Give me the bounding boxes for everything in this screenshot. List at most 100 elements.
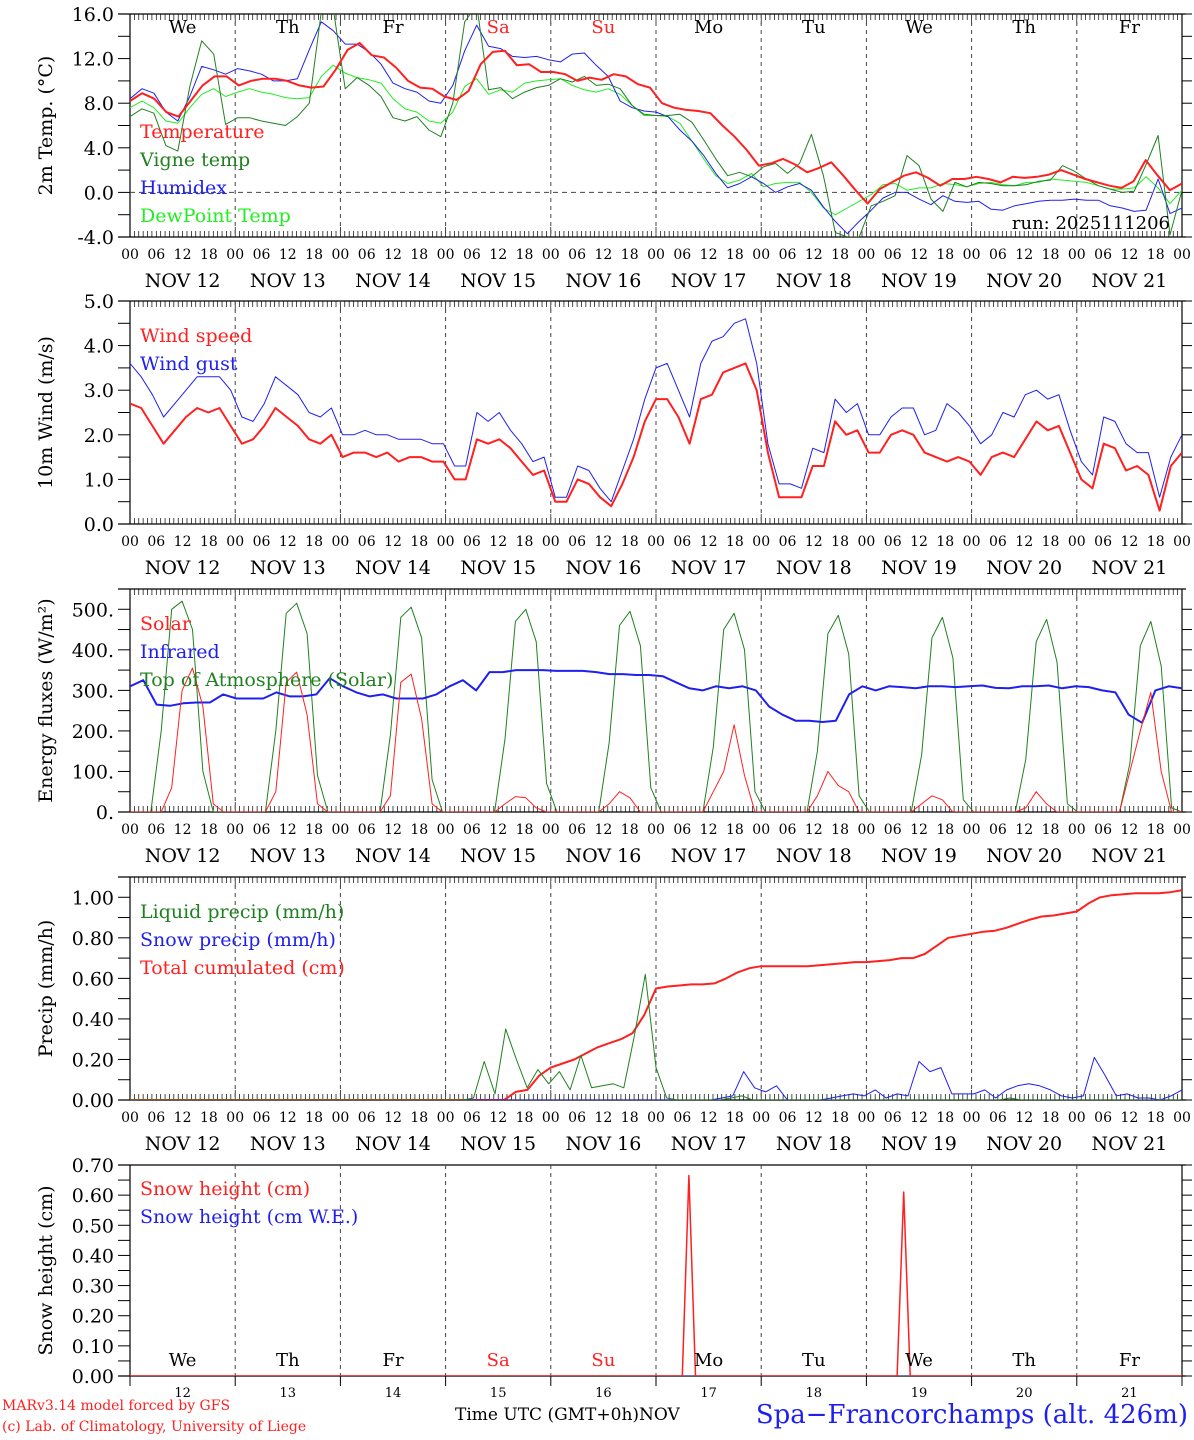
hour-tick-label: 12 [1015, 1110, 1033, 1126]
hour-tick-label: 06 [568, 822, 586, 838]
hour-tick-label: 00 [963, 822, 981, 838]
y-tick-label: 0.0 [84, 182, 114, 204]
weekday-label: Th [276, 1350, 300, 1371]
y-tick-label: 400. [72, 640, 114, 662]
series-line-humidex [130, 21, 1182, 235]
hour-tick-label: 12 [910, 247, 928, 263]
hour-tick-label: 18 [1042, 247, 1060, 263]
date-label: NOV 18 [776, 270, 852, 292]
hour-tick-label: 06 [253, 822, 271, 838]
y-tick-label: 0.20 [72, 1306, 114, 1328]
hour-tick-label: 12 [910, 822, 928, 838]
y-tick-label: 2.0 [84, 425, 114, 447]
hour-tick-label: 00 [1173, 247, 1191, 263]
hour-tick-label: 12 [174, 1110, 192, 1126]
footer-model-credit: MARv3.14 model forced by GFS [2, 1398, 231, 1414]
hour-tick-label: 12 [174, 247, 192, 263]
weekday-label: We [169, 17, 197, 38]
y-tick-label: 5.0 [84, 291, 114, 313]
hour-tick-label: 06 [568, 247, 586, 263]
y-tick-label: 0.00 [72, 1366, 114, 1388]
hour-tick-label: 06 [779, 534, 797, 550]
hour-tick-label: 06 [463, 534, 481, 550]
hour-tick-label: 12 [1120, 822, 1138, 838]
hour-tick-label: 00 [1173, 822, 1191, 838]
hour-tick-label: 06 [779, 1110, 797, 1126]
y-tick-label: 1.0 [84, 469, 114, 491]
y-tick-label: 0.60 [72, 968, 114, 990]
legend-entry: Vigne temp [139, 149, 250, 171]
date-label: NOV 12 [145, 845, 221, 867]
hour-tick-label: 00 [542, 534, 560, 550]
weekday-label: Mo [694, 17, 723, 38]
hour-tick-label: 12 [279, 822, 297, 838]
hour-tick-label: 12 [805, 534, 823, 550]
legend-entry: DewPoint Temp [140, 205, 291, 227]
hour-tick-label: 18 [410, 822, 428, 838]
legend-entry: Wind speed [140, 325, 252, 347]
series-line-snow-precip-mm-h- [130, 1056, 1182, 1100]
y-axis-label: 2m Temp. (°C) [35, 56, 57, 196]
hour-tick-label: 18 [1042, 534, 1060, 550]
legend-entry: Temperature [140, 121, 264, 143]
x-axis-month: NOV [639, 1405, 680, 1425]
hour-tick-label: 18 [410, 534, 428, 550]
day-number-label: 15 [490, 1386, 507, 1401]
hour-tick-label: 12 [805, 1110, 823, 1126]
hour-tick-label: 00 [1068, 247, 1086, 263]
hour-tick-label: 06 [463, 247, 481, 263]
hour-tick-label: 18 [1147, 822, 1165, 838]
date-label: NOV 15 [460, 557, 536, 579]
y-tick-label: 100. [72, 761, 114, 783]
hour-tick-label: 12 [1015, 822, 1033, 838]
hour-tick-label: 00 [1068, 822, 1086, 838]
hour-tick-label: 12 [489, 1110, 507, 1126]
hour-tick-label: 18 [936, 247, 954, 263]
weekday-label: Sa [487, 1350, 510, 1371]
date-label: NOV 17 [671, 845, 747, 867]
hour-tick-label: 06 [568, 534, 586, 550]
hour-tick-label: 06 [1094, 1110, 1112, 1126]
y-tick-label: 1.00 [72, 887, 114, 909]
date-label: NOV 19 [881, 845, 957, 867]
hour-tick-label: 06 [1094, 534, 1112, 550]
hour-tick-label: 00 [752, 247, 770, 263]
hour-tick-label: 18 [305, 822, 323, 838]
hour-tick-label: 18 [410, 1110, 428, 1126]
hour-tick-label: 18 [831, 534, 849, 550]
hour-tick-label: 06 [463, 822, 481, 838]
date-label: NOV 20 [986, 1133, 1062, 1155]
series-line-total-cumulated-cm- [130, 889, 1182, 1100]
hour-tick-label: 00 [542, 1110, 560, 1126]
series-line-solar [130, 667, 1182, 812]
day-number-label: 16 [595, 1386, 612, 1401]
date-label: NOV 19 [881, 557, 957, 579]
y-tick-label: 0. [96, 802, 114, 824]
hour-tick-label: 06 [1094, 247, 1112, 263]
hour-tick-label: 06 [147, 1110, 165, 1126]
day-number-label: 14 [385, 1386, 402, 1401]
hour-tick-label: 18 [621, 247, 639, 263]
station-title: Spa−Francorchamps (alt. 426m) [755, 1400, 1188, 1430]
weekday-label: Tu [802, 1350, 826, 1371]
hour-tick-label: 00 [963, 247, 981, 263]
hour-tick-label: 12 [384, 1110, 402, 1126]
date-label: NOV 21 [1091, 557, 1167, 579]
x-axis-label: Time UTC (GMT+0h) [455, 1405, 640, 1425]
hour-tick-label: 12 [279, 534, 297, 550]
hour-tick-label: 00 [121, 1110, 139, 1126]
date-label: NOV 15 [460, 270, 536, 292]
day-number-label: 17 [700, 1386, 717, 1401]
hour-tick-label: 18 [305, 1110, 323, 1126]
hour-tick-label: 12 [174, 822, 192, 838]
legend-entry: Snow precip (mm/h) [140, 929, 336, 951]
hour-tick-label: 06 [1094, 822, 1112, 838]
hour-tick-label: 18 [936, 534, 954, 550]
date-label: NOV 20 [986, 557, 1062, 579]
hour-tick-label: 06 [884, 534, 902, 550]
hour-tick-label: 06 [884, 247, 902, 263]
series-line-infrared [130, 669, 1182, 724]
hour-tick-label: 00 [542, 822, 560, 838]
hour-tick-label: 00 [647, 247, 665, 263]
legend-entry: Snow height (cm) [140, 1178, 310, 1200]
